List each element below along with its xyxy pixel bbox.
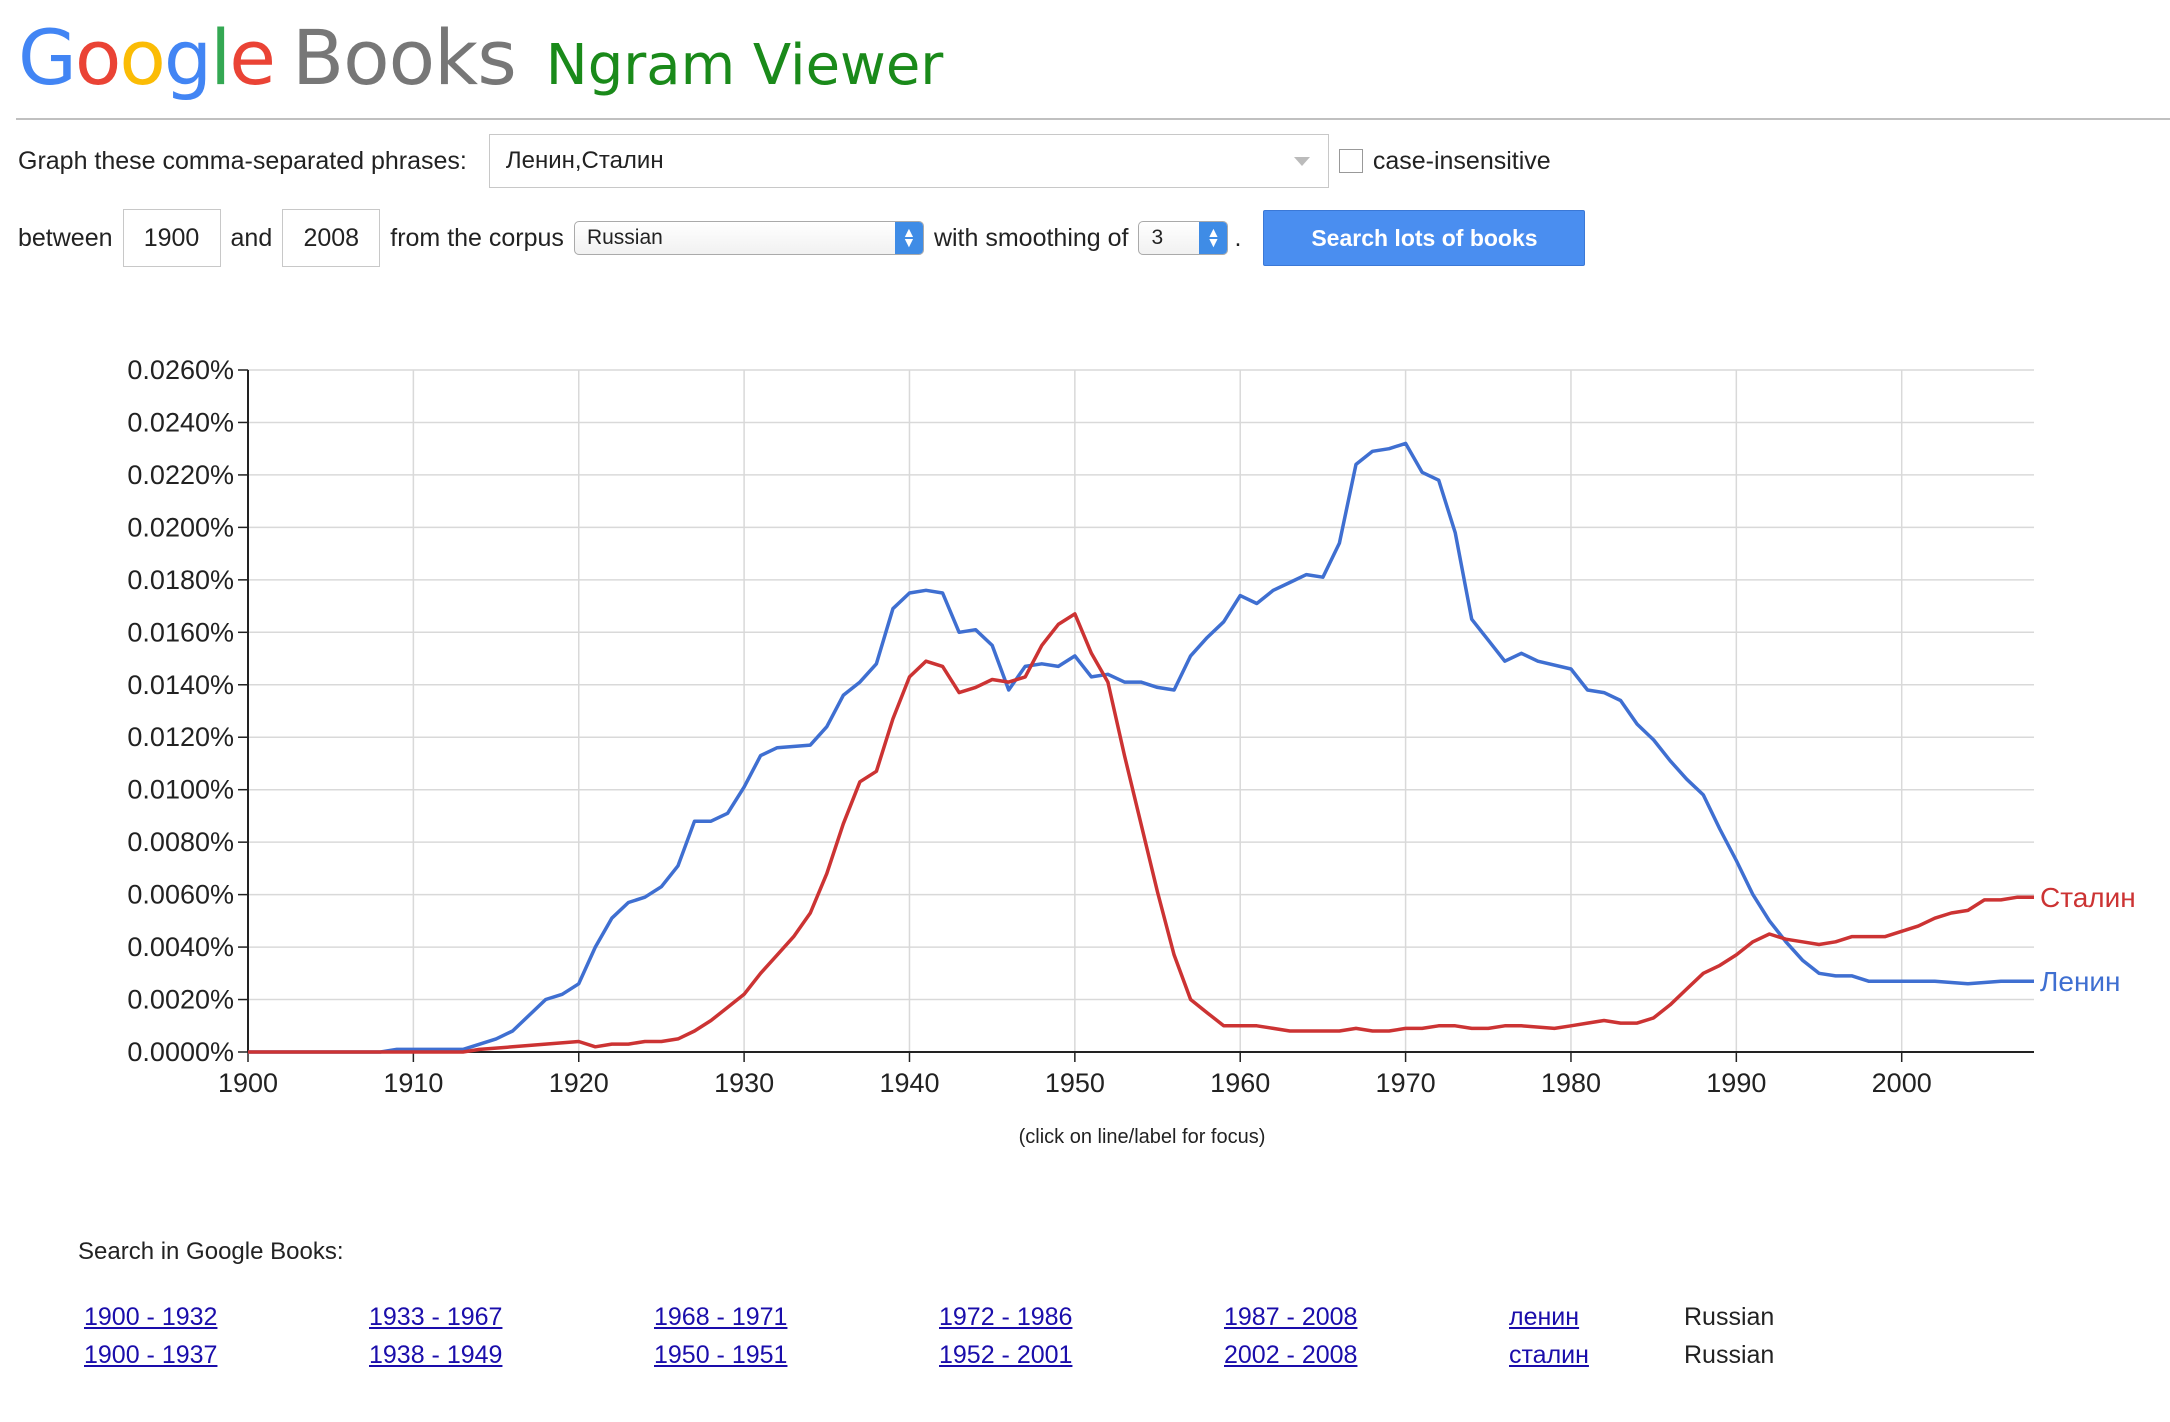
smoothing-label: with smoothing of	[933, 223, 1129, 252]
books-search-title: Search in Google Books:	[78, 1238, 344, 1265]
range-link[interactable]: 1972 - 1986	[939, 1302, 1073, 1331]
google-books-logo[interactable]: Google Books	[18, 13, 517, 102]
phrases-input-value: Ленин,Сталин	[505, 147, 664, 174]
end-year-input[interactable]: 2008	[282, 209, 381, 267]
chart-note: (click on line/label for focus)	[1019, 1126, 1266, 1148]
x-tick-label: 1910	[383, 1068, 443, 1098]
range-link[interactable]: 1938 - 1949	[369, 1340, 503, 1369]
start-year-input[interactable]: 1900	[122, 209, 221, 267]
phrases-label: Graph these comma-separated phrases:	[18, 146, 467, 175]
x-tick-label: 1900	[218, 1068, 278, 1098]
x-tick-label: 1980	[1541, 1068, 1601, 1098]
ngram-chart[interactable]: 0.0000% 0.0020% 0.0040% 0.0060% 0.0080% 0.010…	[0, 330, 2170, 1160]
select-arrows-icon: ▲ ▼	[1199, 222, 1228, 254]
phrases-row: Graph these comma-separated phrases: Лен…	[18, 132, 1551, 190]
y-tick-label: 0.0120%	[127, 722, 234, 752]
x-tick-label: 1960	[1210, 1068, 1270, 1098]
y-tick-label: 0.0220%	[127, 460, 234, 490]
smoothing-select-value: 3	[1151, 226, 1164, 249]
chart-grid	[247, 369, 2034, 1053]
corpus-text: Russian	[1684, 1340, 1775, 1369]
phrases-input[interactable]: Ленин,Сталин	[488, 134, 1329, 188]
range-link[interactable]: 1900 - 1937	[84, 1340, 218, 1369]
x-tick-label: 1920	[549, 1068, 609, 1098]
x-axis-ticks: 1900 1910 1920 1930 1940 1950 1960 1970 1980 1990…	[218, 1052, 1932, 1098]
corpus-text: Russian	[1684, 1302, 1775, 1331]
series-labels: Ленин Сталин	[2040, 882, 2136, 997]
y-tick-label: 0.0020%	[127, 985, 234, 1015]
x-tick-label: 1940	[879, 1068, 939, 1098]
chevron-down-icon[interactable]	[1293, 157, 1310, 166]
y-tick-label: 0.0080%	[127, 827, 234, 857]
between-label: between	[18, 223, 113, 252]
chart-lines	[248, 441, 2034, 1054]
series-line-stalin[interactable]	[248, 612, 2034, 1054]
books-search-links: 1900 - 1932 1933 - 1967 1968 - 1971 1972…	[84, 1298, 1774, 1374]
corpus-select-value: Russian	[586, 226, 663, 249]
period-text: .	[1234, 223, 1242, 252]
y-axis-ticks: 0.0000% 0.0020% 0.0040% 0.0060% 0.0080% 0.010…	[127, 355, 248, 1067]
x-tick-label: 1990	[1706, 1068, 1766, 1098]
y-tick-label: 0.0160%	[127, 617, 234, 647]
range-link[interactable]: 1968 - 1971	[654, 1302, 788, 1331]
range-link[interactable]: 1987 - 2008	[1224, 1302, 1358, 1331]
header: Google Books Ngram Viewer	[18, 20, 943, 110]
search-button[interactable]: Search lots of books	[1263, 210, 1586, 266]
corpus-label: from the corpus	[390, 223, 564, 252]
y-tick-label: 0.0040%	[127, 932, 234, 962]
range-link[interactable]: 1933 - 1967	[369, 1302, 503, 1331]
logo-books-text: Books	[292, 13, 517, 102]
y-tick-label: 0.0000%	[127, 1037, 234, 1067]
and-label: and	[230, 223, 273, 252]
books-search-row: 1900 - 1932 1933 - 1967 1968 - 1971 1972…	[84, 1298, 1774, 1336]
range-link[interactable]: 1952 - 2001	[939, 1340, 1073, 1369]
x-tick-label: 1930	[714, 1068, 774, 1098]
app-title: Ngram Viewer	[545, 33, 944, 98]
range-link[interactable]: 1900 - 1932	[84, 1302, 218, 1331]
select-arrows-icon: ▲ ▼	[894, 222, 923, 254]
range-link[interactable]: 2002 - 2008	[1224, 1340, 1358, 1369]
series-label-stalin[interactable]: Сталин	[2040, 882, 2136, 913]
y-tick-label: 0.0100%	[127, 775, 234, 805]
x-tick-label: 1950	[1045, 1068, 1105, 1098]
case-insensitive-label: case-insensitive	[1372, 146, 1551, 175]
x-tick-label: 2000	[1872, 1068, 1932, 1098]
series-label-lenin[interactable]: Ленин	[2040, 966, 2121, 997]
y-tick-label: 0.0140%	[127, 670, 234, 700]
header-divider	[16, 118, 2170, 120]
corpus-select[interactable]: Russian ▲ ▼	[573, 221, 924, 255]
x-tick-label: 1970	[1376, 1068, 1436, 1098]
books-search-row: 1900 - 1937 1938 - 1949 1950 - 1951 1952…	[84, 1336, 1774, 1374]
y-tick-label: 0.0180%	[127, 565, 234, 595]
chart-svg[interactable]: 0.0000% 0.0020% 0.0040% 0.0060% 0.0080% 0.010…	[0, 330, 2170, 1160]
range-row: between 1900 and 2008 from the corpus Ru…	[18, 208, 1586, 268]
y-tick-label: 0.0260%	[127, 355, 234, 385]
smoothing-select[interactable]: 3 ▲ ▼	[1138, 221, 1229, 255]
y-tick-label: 0.0060%	[127, 880, 234, 910]
series-line-lenin[interactable]	[248, 441, 2034, 1054]
word-link[interactable]: ленин	[1509, 1302, 1580, 1331]
y-tick-label: 0.0240%	[127, 407, 234, 437]
case-insensitive-checkbox[interactable]	[1338, 149, 1363, 173]
word-link[interactable]: сталин	[1509, 1340, 1589, 1369]
range-link[interactable]: 1950 - 1951	[654, 1340, 788, 1369]
y-tick-label: 0.0200%	[127, 512, 234, 542]
